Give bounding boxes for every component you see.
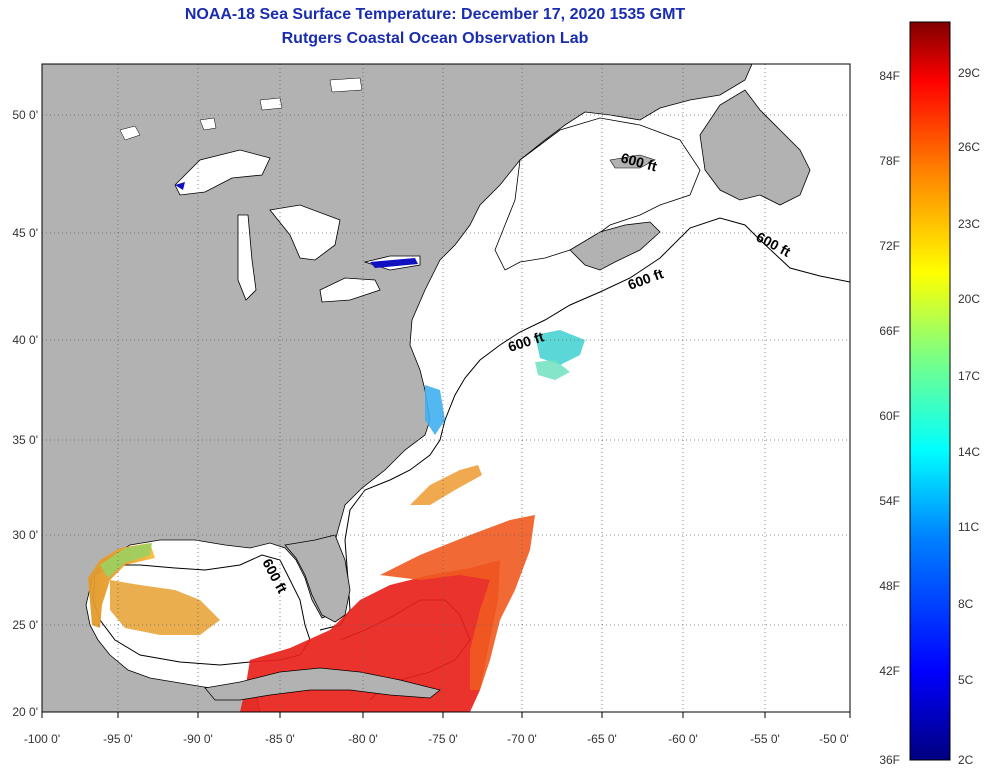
graticule: [42, 64, 850, 712]
cb-c-label: 14C: [958, 445, 980, 459]
cb-c-label: 8C: [958, 597, 974, 611]
map-title: NOAA-18 Sea Surface Temperature: Decembe…: [184, 6, 686, 23]
lat-tick-label: 25 0': [12, 618, 38, 632]
cb-f-label: 36F: [879, 753, 900, 767]
map-border: [41, 63, 851, 713]
land-cuba: [204, 667, 441, 701]
cb-f-label: 78F: [879, 154, 900, 168]
map-subtitle: Rutgers Coastal Ocean Observation Lab: [281, 30, 589, 47]
lon-tick-label: -60 0': [668, 732, 698, 746]
lon-tick-label: -75 0': [428, 732, 458, 746]
lon-tick-label: -65 0': [587, 732, 617, 746]
cb-f-label: 84F: [879, 69, 900, 83]
cb-f-label: 48F: [879, 579, 900, 593]
sst-chesapeake: [425, 385, 445, 435]
lon-tick-label: -85 0': [265, 732, 295, 746]
cb-f-label: 54F: [879, 494, 900, 508]
lon-tick-marks: [41, 712, 851, 718]
sst-lake-superior-cold: [175, 182, 185, 190]
cb-c-label: 17C: [958, 369, 980, 383]
cb-c-label: 26C: [958, 140, 980, 154]
sst-cool-blue-patch: [535, 330, 585, 365]
land-florida: [284, 534, 351, 623]
lat-tick-label: 40 0': [12, 333, 38, 347]
lat-tick-label: 20 0': [12, 705, 38, 719]
land-anticosti: [609, 154, 656, 169]
gulf-st-lawrence: [494, 117, 701, 271]
cb-c-label: 29C: [958, 66, 980, 80]
lon-tick-label: -80 0': [348, 732, 378, 746]
lat-labels: 50 0' 45 0' 40 0' 35 0' 30 0' 25 0' 20 0…: [12, 108, 38, 719]
cb-f-label: 66F: [879, 324, 900, 338]
cb-f-label: 60F: [879, 409, 900, 423]
lon-tick-label: -55 0': [750, 732, 780, 746]
cb-f-label: 72F: [879, 239, 900, 253]
lat-tick-label: 45 0': [12, 226, 38, 240]
lat-tick-label: 50 0': [12, 108, 38, 122]
temperature-colorbar: 84F 78F 72F 66F 60F 54F 48F 42F 36F 29C …: [879, 21, 980, 767]
sst-cool-cyan-patch: [535, 360, 570, 380]
small-lakes: [119, 77, 363, 141]
lon-labels: -100 0' -95 0' -90 0' -85 0' -80 0' -75 …: [24, 732, 849, 746]
cb-c-label: 11C: [958, 520, 979, 534]
lon-tick-label: -70 0': [507, 732, 537, 746]
cb-c-label: 20C: [958, 292, 980, 306]
cb-c-label: 2C: [958, 753, 974, 767]
sst-lake-erie-cold: [370, 258, 418, 268]
sst-offshore-orange: [380, 515, 535, 690]
land-nova-scotia: [569, 221, 661, 271]
lon-tick-label: -100 0': [24, 732, 60, 746]
sst-gulf-cool-nearshore: [100, 543, 152, 578]
lon-tick-label: -95 0': [103, 732, 133, 746]
cb-f-label: 42F: [879, 664, 900, 678]
lon-tick-label: -90 0': [183, 732, 213, 746]
colorbar-gradient: [909, 21, 951, 761]
lat-tick-label: 35 0': [12, 433, 38, 447]
land-newfoundland: [699, 89, 811, 206]
cb-c-label: 5C: [958, 673, 974, 687]
lat-tick-label: 30 0': [12, 528, 38, 542]
sst-northern-patch: [410, 465, 482, 505]
cb-c-label: 23C: [958, 217, 980, 231]
lon-tick-label: -50 0': [819, 732, 849, 746]
sst-gulf-west: [110, 580, 220, 635]
